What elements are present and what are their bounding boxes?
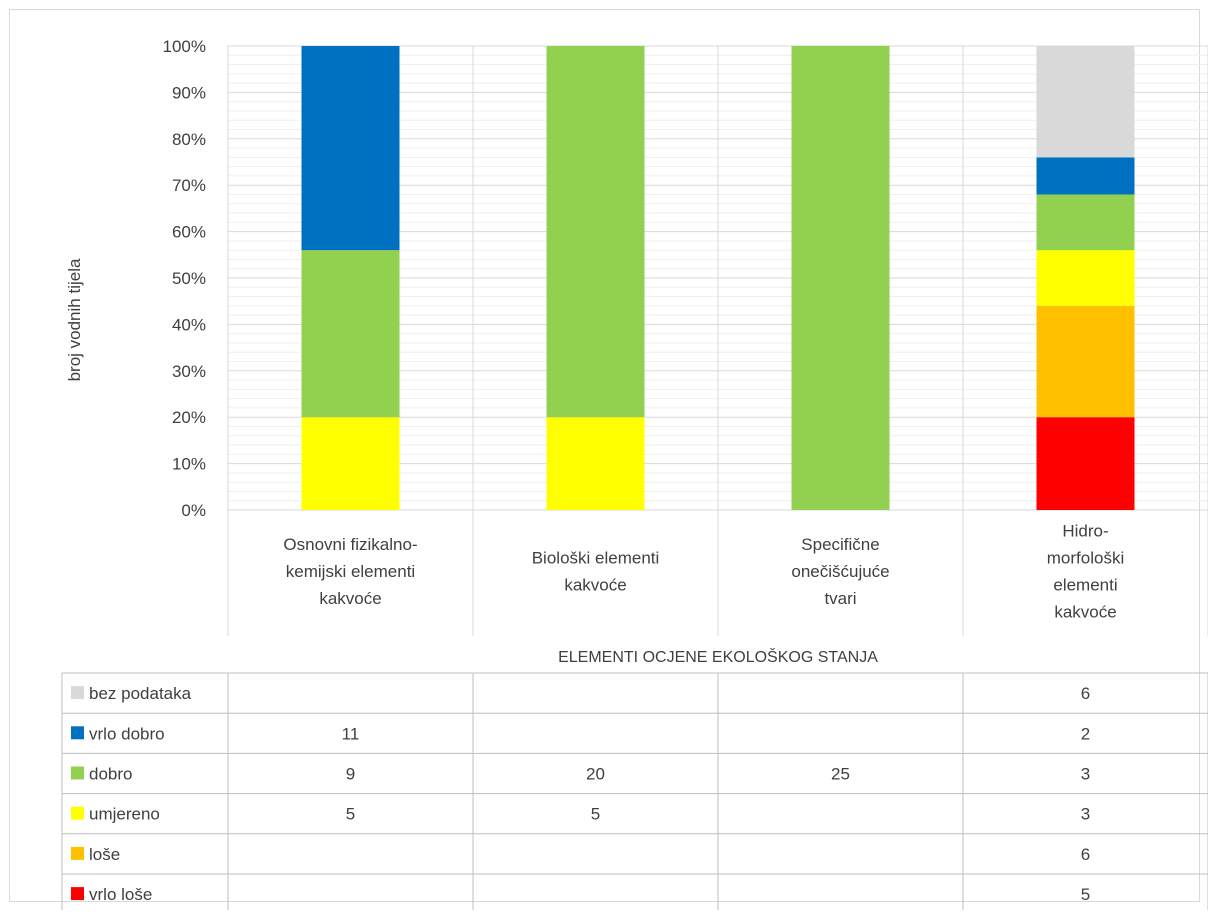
y-tick-label: 100% [163,37,206,56]
x-category-label: kakvoće [564,576,626,595]
legend-label: umjereno [89,805,160,824]
y-tick-label: 30% [172,362,206,381]
x-category-label: elementi [1053,576,1117,595]
table-cell-value: 20 [586,765,605,784]
table-cell-value: 9 [346,765,355,784]
table-cell-value: 6 [1081,684,1090,703]
y-tick-label: 10% [172,455,206,474]
y-tick-label: 90% [172,83,206,102]
table-cell-value: 5 [1081,885,1090,904]
legend-label: vrlo loše [89,885,152,904]
y-tick-label: 70% [172,176,206,195]
bar-segment-loše [1036,305,1135,418]
x-category-label: morfološki [1047,549,1124,568]
bar-segment-umjereno [301,417,400,510]
legend-label: vrlo dobro [89,724,165,743]
x-axis-title: ELEMENTI OCJENE EKOLOŠKOG STANJA [558,647,878,666]
legend-label: loše [89,845,120,864]
legend-key-bez-podataka [71,686,84,700]
axes: 0% 10% 20% 30% 40% 50% 60% 70% 80% 90% 100% Osnovni… [163,37,1125,622]
table-cell-value: 5 [346,805,355,824]
bar-segment-dobro [301,250,400,418]
x-category-label: Biološki elementi [532,549,660,568]
y-tick-label: 40% [172,315,206,334]
y-tick-label: 80% [172,130,206,149]
bar-segment-dobro [791,46,890,510]
table-cell-value: 25 [831,765,850,784]
x-category-label: tvari [824,589,856,608]
bar-segment-dobro [1036,194,1135,251]
x-category-label: onečišćujuće [791,562,889,581]
legend-key-umjereno [71,806,84,820]
x-category-label: Osnovni fizikalno- [283,535,417,554]
x-category-label: kemijski elementi [286,562,415,581]
y-tick-label: 20% [172,408,206,427]
legend-key-vrlo-dobro [71,726,84,740]
bar-segment-dobro [546,46,645,418]
table-cell-value: 11 [342,724,360,743]
x-category-label: kakvoće [1054,603,1116,622]
legend-label: dobro [89,765,132,784]
legend-key-dobro [71,766,84,780]
bar-segment-umjereno [546,417,645,510]
bar-segment-bez-podataka [1036,46,1135,158]
legend-label: bez podataka [89,684,192,703]
table-cell-value: 6 [1081,845,1090,864]
x-category-label: Hidro- [1062,522,1108,541]
legend-key-loše [71,846,84,860]
x-category-label: Specifične [801,535,879,554]
bars [301,46,1135,510]
table-cell-value: 2 [1081,724,1090,743]
bar-segment-vrlo-dobro [301,46,400,251]
table-cell-value: 3 [1081,765,1090,784]
bar-segment-umjereno [1036,250,1135,306]
table-cell-value: 5 [591,805,600,824]
y-tick-label: 0% [181,501,206,520]
y-tick-label: 50% [172,269,206,288]
y-tick-label: 60% [172,223,206,242]
legend-key-vrlo-loše [71,887,84,901]
data-table: bez podataka 6 vrlo dobro 11 2 dobro 9 20 25 3 umj… [61,672,1208,915]
bar-segment-vrlo-dobro [1036,157,1135,195]
x-category-label: kakvoće [319,589,381,608]
table-cell-value: 3 [1081,805,1090,824]
bar-segment-vrlo-loše [1036,417,1135,510]
y-axis-title: broj vodnih tijela [65,258,84,381]
